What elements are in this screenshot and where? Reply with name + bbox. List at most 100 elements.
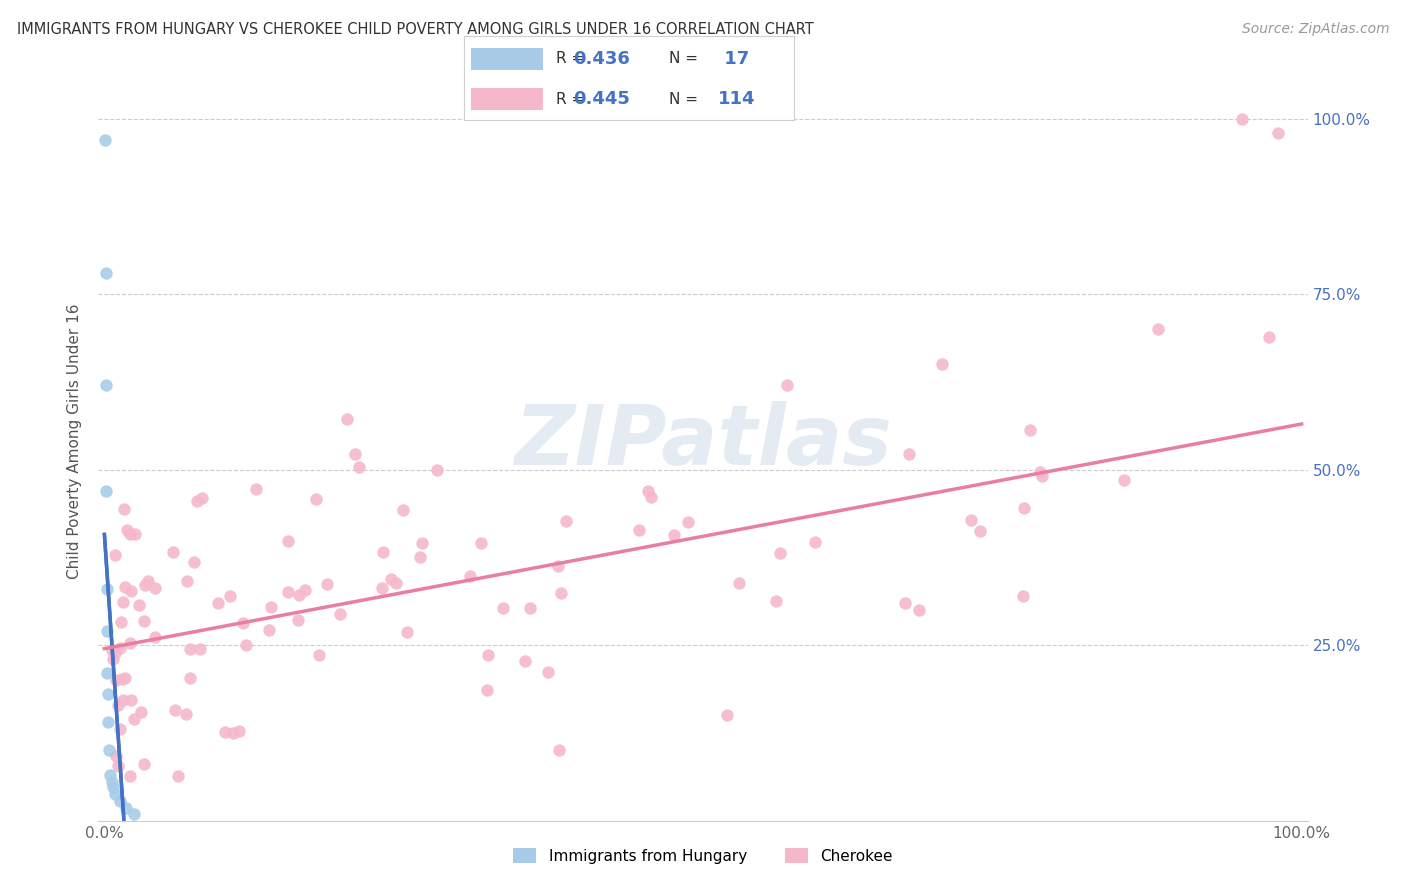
Point: [411, 536, 433, 550]
Point: [120, 770, 142, 784]
Point: [96, 483, 118, 498]
Point: [183, 555, 205, 569]
Point: [96, 624, 118, 639]
Point: [120, 693, 142, 707]
Point: [1257, 329, 1279, 343]
Point: [931, 357, 953, 371]
Point: [108, 723, 131, 737]
Text: 0.436: 0.436: [574, 50, 630, 68]
Point: [131, 705, 153, 719]
Bar: [471, 88, 543, 111]
Point: [105, 749, 128, 764]
Legend: Immigrants from Hungary, Cherokee: Immigrants from Hungary, Cherokee: [508, 842, 898, 870]
Point: [347, 459, 370, 474]
Point: [179, 641, 201, 656]
Bar: [471, 47, 543, 70]
Point: [100, 775, 122, 789]
Point: [288, 588, 311, 602]
Point: [112, 693, 135, 707]
Point: [537, 665, 560, 680]
Point: [257, 623, 280, 637]
Point: [107, 698, 129, 712]
Text: N =: N =: [669, 92, 703, 107]
Text: 114: 114: [718, 90, 756, 108]
Text: R =: R =: [557, 51, 589, 66]
Point: [108, 794, 131, 808]
Point: [547, 559, 569, 574]
Point: [115, 801, 138, 815]
Text: R =: R =: [557, 92, 589, 107]
Point: [1031, 469, 1053, 483]
Point: [94, 378, 117, 392]
Point: [548, 743, 571, 757]
Point: [112, 502, 135, 516]
Point: [132, 614, 155, 628]
Point: [228, 724, 250, 739]
Point: [316, 577, 339, 591]
Point: [167, 769, 190, 783]
Point: [186, 494, 208, 508]
Point: [136, 574, 159, 589]
Point: [110, 615, 132, 629]
Point: [190, 491, 212, 506]
Point: [94, 266, 117, 280]
Text: Source: ZipAtlas.com: Source: ZipAtlas.com: [1241, 22, 1389, 37]
Point: [1230, 112, 1253, 126]
Point: [122, 713, 145, 727]
Point: [107, 758, 129, 772]
Point: [104, 646, 127, 660]
Point: [1012, 501, 1035, 516]
Point: [959, 513, 981, 527]
Point: [114, 671, 136, 685]
Point: [897, 447, 920, 461]
Point: [176, 574, 198, 589]
Point: [124, 527, 146, 541]
Point: [769, 546, 792, 560]
Point: [115, 523, 138, 537]
Point: [716, 708, 738, 723]
Point: [555, 514, 578, 528]
Point: [120, 584, 142, 599]
Point: [287, 613, 309, 627]
Point: [804, 535, 827, 549]
Point: [277, 585, 299, 599]
Point: [104, 549, 127, 563]
Point: [371, 545, 394, 559]
Point: [128, 598, 150, 612]
Point: [893, 595, 915, 609]
Point: [108, 641, 131, 656]
Point: [370, 582, 392, 596]
Point: [104, 673, 127, 687]
Point: [408, 549, 430, 564]
Point: [1012, 589, 1035, 603]
Point: [114, 580, 136, 594]
Point: [776, 378, 799, 392]
Point: [628, 523, 651, 537]
Text: IMMIGRANTS FROM HUNGARY VS CHEROKEE CHILD POVERTY AMONG GIRLS UNDER 16 CORRELATI: IMMIGRANTS FROM HUNGARY VS CHEROKEE CHIL…: [17, 22, 814, 37]
Point: [329, 607, 352, 621]
Point: [396, 624, 419, 639]
Point: [426, 463, 449, 477]
Point: [470, 536, 492, 550]
Point: [97, 687, 120, 701]
Point: [294, 583, 316, 598]
Point: [222, 726, 245, 740]
Point: [343, 447, 366, 461]
Point: [219, 590, 242, 604]
Point: [380, 573, 402, 587]
Point: [98, 743, 121, 757]
Point: [277, 533, 299, 548]
Point: [162, 545, 184, 559]
Point: [637, 484, 659, 499]
Point: [96, 582, 118, 596]
Point: [245, 483, 267, 497]
Point: [94, 133, 117, 147]
Text: 0.445: 0.445: [574, 90, 630, 108]
Point: [232, 615, 254, 630]
Point: [1114, 473, 1136, 487]
Point: [124, 806, 146, 821]
Point: [477, 648, 499, 663]
Point: [165, 703, 187, 717]
Point: [96, 666, 118, 681]
Point: [111, 672, 134, 686]
